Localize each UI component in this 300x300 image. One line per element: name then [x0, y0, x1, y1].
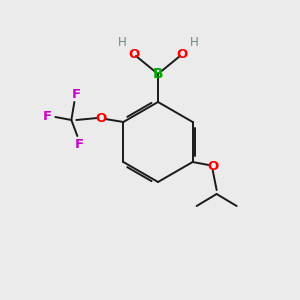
Text: B: B	[153, 67, 163, 81]
Text: O: O	[128, 47, 140, 61]
Text: H: H	[118, 35, 126, 49]
Text: F: F	[72, 88, 81, 100]
Text: F: F	[43, 110, 52, 122]
Text: O: O	[176, 47, 188, 61]
Text: O: O	[96, 112, 107, 124]
Text: F: F	[75, 137, 84, 151]
Text: H: H	[190, 35, 198, 49]
Text: O: O	[207, 160, 218, 172]
